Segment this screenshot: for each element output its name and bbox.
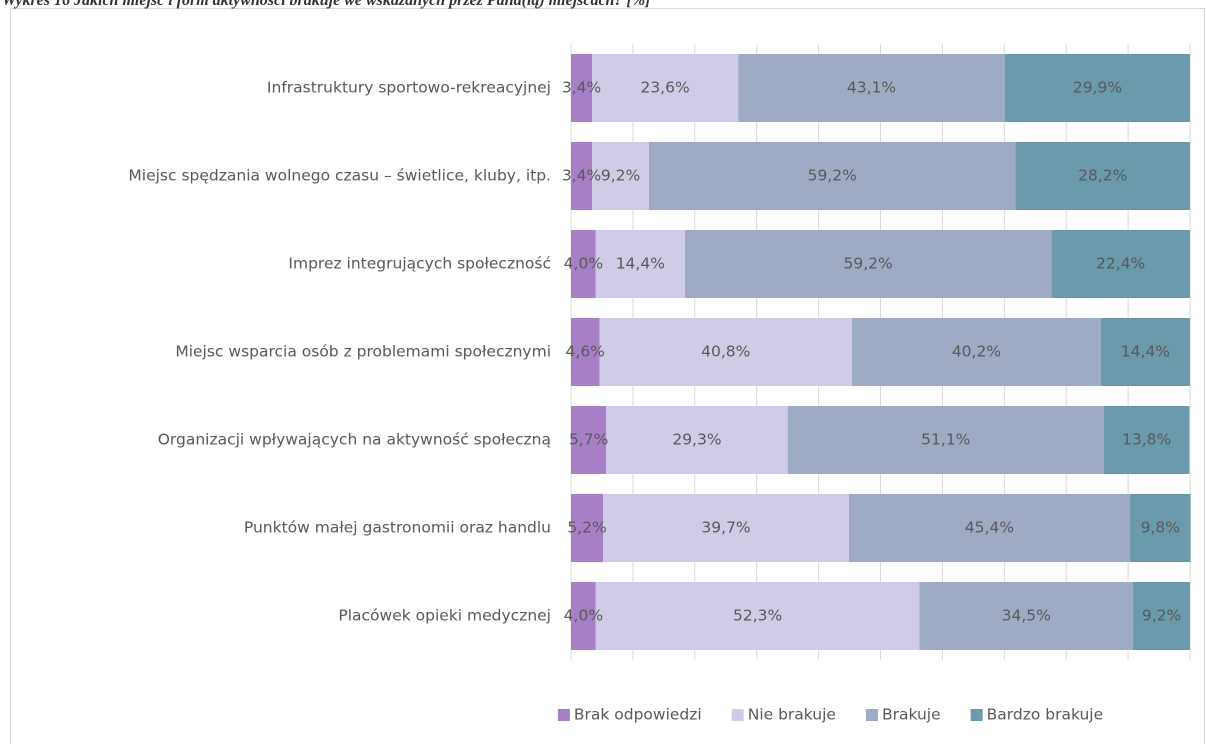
bar-segment — [571, 494, 604, 562]
bar-segment — [848, 494, 1130, 562]
bar-segment — [592, 54, 739, 122]
bar-segment — [852, 318, 1101, 386]
bar-segment — [571, 406, 607, 474]
bar-segment — [592, 142, 649, 210]
data-label: 14,4% — [1121, 343, 1170, 361]
data-label: 23,6% — [640, 79, 689, 97]
chart-title: Wykres 16 Jakich miejsc i form aktywnośc… — [2, 0, 650, 9]
data-label: 9,8% — [1141, 519, 1180, 537]
data-label: 5,2% — [567, 519, 606, 537]
bar-segment — [571, 142, 593, 210]
data-label: 3,4% — [562, 167, 601, 185]
bar-segment — [1129, 494, 1191, 562]
bar-segment — [595, 582, 920, 650]
bar-segment — [1051, 230, 1190, 298]
bar-segment — [571, 318, 600, 386]
data-label: 34,5% — [1002, 607, 1051, 625]
data-label: 22,4% — [1096, 255, 1145, 273]
legend-swatch — [557, 709, 570, 721]
bar-segment — [684, 230, 1052, 298]
bar-segment — [738, 54, 1005, 122]
data-label: 9,2% — [1142, 607, 1181, 625]
bar-segment — [603, 494, 849, 562]
legend-swatch — [731, 709, 744, 721]
data-label: 43,1% — [847, 79, 896, 97]
data-label: 9,2% — [601, 167, 640, 185]
data-label: 4,0% — [564, 255, 603, 273]
data-label: 14,4% — [616, 255, 665, 273]
data-label: 4,0% — [564, 607, 603, 625]
legend-swatch — [865, 709, 878, 721]
data-label: 59,2% — [808, 167, 857, 185]
legend-label: Brak odpowiedzi — [574, 706, 702, 724]
bar-segment — [571, 582, 596, 650]
bar-segment — [595, 230, 685, 298]
legend-swatch — [970, 709, 983, 721]
bar-segment — [1103, 406, 1190, 474]
data-label: 39,7% — [701, 519, 750, 537]
bar-segment — [919, 582, 1134, 650]
category-label: Miejsc spędzania wolnego czasu – świetli… — [128, 167, 551, 185]
data-label: 5,7% — [569, 431, 608, 449]
bar-segment — [599, 318, 853, 386]
data-label: 29,9% — [1073, 79, 1122, 97]
bar-segment — [1004, 54, 1190, 122]
data-label: 13,8% — [1122, 431, 1171, 449]
category-label: Imprez integrujących społeczność — [288, 255, 551, 273]
data-label: 40,2% — [952, 343, 1001, 361]
bar-segment — [787, 406, 1104, 474]
data-label: 40,8% — [701, 343, 750, 361]
category-label: Placówek opieki medycznej — [338, 607, 551, 625]
data-label: 3,4% — [562, 79, 601, 97]
bar-segment — [1015, 142, 1190, 210]
data-label: 45,4% — [965, 519, 1014, 537]
data-label: 29,3% — [672, 431, 721, 449]
category-label: Infrastruktury sportowo-rekreacyjnej — [267, 79, 551, 97]
data-label: 52,3% — [733, 607, 782, 625]
category-label: Miejsc wsparcia osób z problemami społec… — [175, 343, 551, 361]
data-label: 28,2% — [1078, 167, 1127, 185]
bar-segment — [648, 142, 1016, 210]
data-label: 4,6% — [566, 343, 605, 361]
legend-label: Brakuje — [882, 706, 941, 724]
data-label: 59,2% — [843, 255, 892, 273]
bar-segment — [1133, 582, 1190, 650]
bar-segment — [571, 230, 596, 298]
bar-segment — [1100, 318, 1190, 386]
legend-label: Bardzo brakuje — [987, 706, 1104, 724]
legend-label: Nie brakuje — [748, 706, 836, 724]
data-label: 51,1% — [921, 431, 970, 449]
category-label: Organizacji wpływających na aktywność sp… — [158, 431, 551, 449]
bar-segment — [571, 54, 593, 122]
category-label: Punktów małej gastronomii oraz handlu — [244, 519, 551, 537]
bar-segment — [606, 406, 788, 474]
